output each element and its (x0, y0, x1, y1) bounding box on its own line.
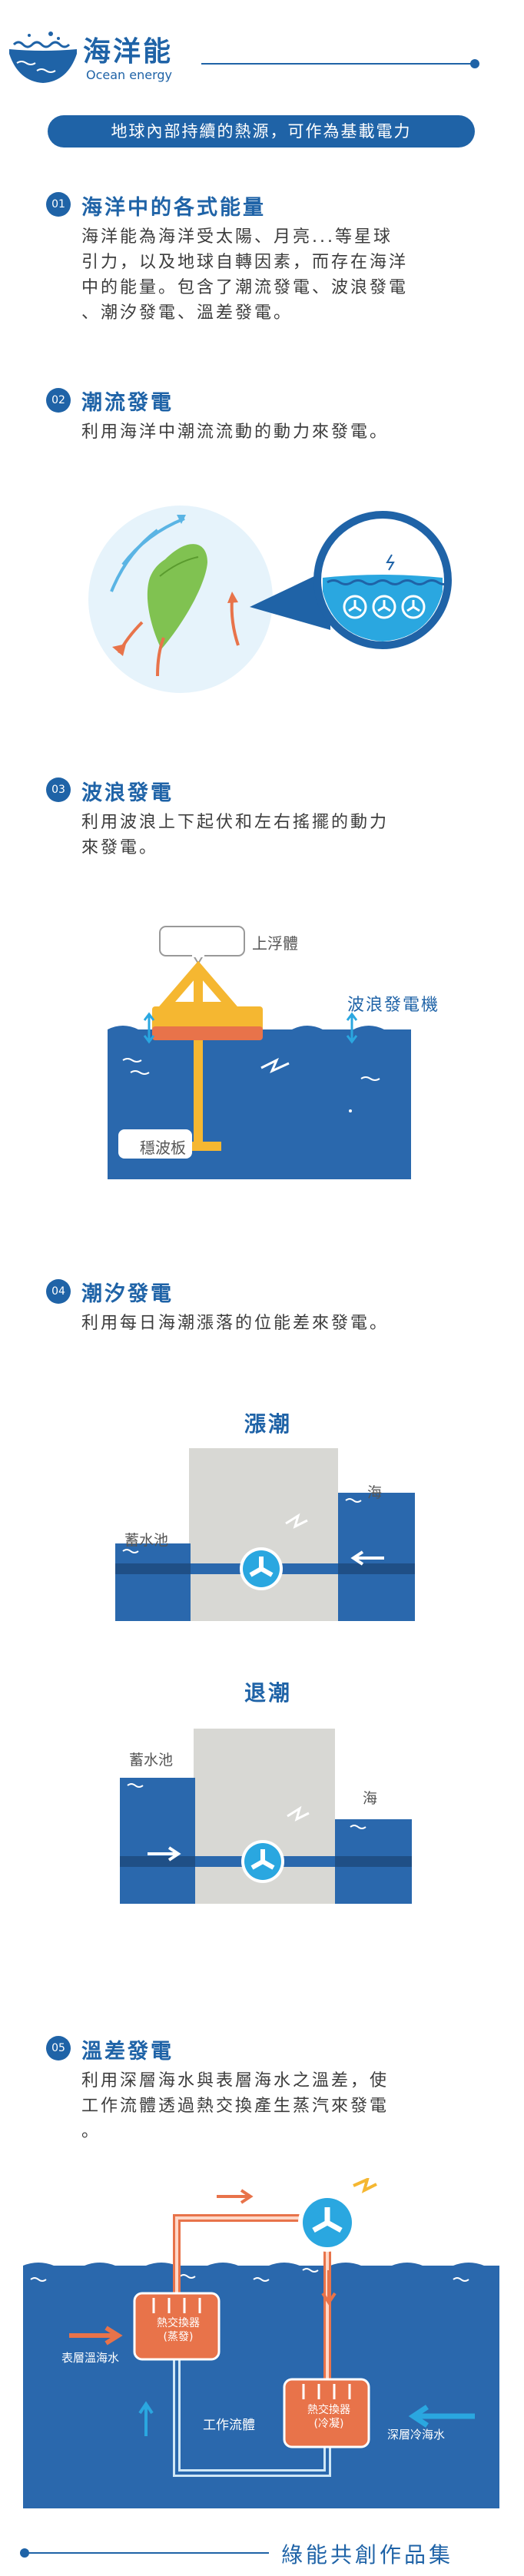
float-body-label: 上浮體 (252, 934, 298, 953)
high-tide-title: 漲潮 (244, 1411, 293, 1437)
footer-divider (23, 2552, 269, 2554)
section-05-title: 溫差發電 (81, 2040, 174, 2064)
working-fluid-label: 工作流體 (203, 2418, 255, 2433)
low-tide-diagram (120, 1729, 412, 1904)
high-tide-diagram (115, 1448, 415, 1621)
section-01-title: 海洋中的各式能量 (81, 196, 266, 220)
evaporator-label: 熱交換器 (蒸發) (157, 2317, 200, 2343)
section-05-number: 05 (46, 2036, 71, 2060)
high-tide-reservoir-label: 蓄水池 (124, 1532, 169, 1549)
section-02-number: 02 (46, 388, 71, 413)
ocean-logo-icon (9, 31, 77, 83)
section-01-number: 01 (46, 192, 71, 217)
high-tide-sea-label: 海 (367, 1484, 383, 1501)
section-04-title: 潮汐發電 (81, 1282, 174, 1306)
low-tide-title: 退潮 (244, 1680, 293, 1706)
section-04-number: 04 (46, 1279, 71, 1304)
footer-title: 綠能共創作品集 (281, 2542, 454, 2568)
section-02-text: 利用海洋中潮流流動的動力來發電。 (81, 423, 390, 442)
section-03-text: 利用波浪上下起伏和左右搖擺的動力 來發電。 (81, 813, 390, 857)
low-tide-reservoir-label: 蓄水池 (129, 1752, 174, 1769)
cold-deep-water-label: 深層冷海水 (387, 2428, 446, 2442)
stabilizer-plate-label: 穩波板 (140, 1139, 186, 1157)
otec-diagram (23, 2178, 499, 2508)
wave-energy-diagram (108, 926, 411, 1179)
section-01-text: 海洋能為海洋受太陽、月亮...等星球 引力，以及地球自轉因素，而存在海洋 中的能… (81, 227, 409, 323)
condenser-label: 熱交換器 (冷凝) (307, 2404, 350, 2430)
section-03-number: 03 (46, 777, 71, 802)
page-title: 海洋能 (83, 36, 174, 68)
warm-surface-water-label: 表層溫海水 (61, 2351, 120, 2365)
section-04-text: 利用每日海潮漲落的位能差來發電。 (81, 1314, 390, 1333)
page-subtitle: Ocean energy (86, 68, 173, 82)
wave-generator-label: 波浪發電機 (347, 996, 440, 1015)
section-03-title: 波浪發電 (81, 781, 174, 805)
intro-banner: 地球內部持續的熱源，可作為基載電力 (48, 115, 475, 148)
low-tide-sea-label: 海 (363, 1790, 378, 1807)
tidal-current-diagram (88, 506, 452, 693)
section-02-title: 潮流發電 (81, 391, 174, 415)
section-05-text: 利用深層海水與表層海水之溫差，使 工作流體透過熱交換產生蒸汽來發電 。 (81, 2071, 390, 2141)
header-divider-dot (470, 59, 479, 68)
header-divider (201, 63, 475, 65)
footer-divider-dot (20, 2548, 29, 2558)
